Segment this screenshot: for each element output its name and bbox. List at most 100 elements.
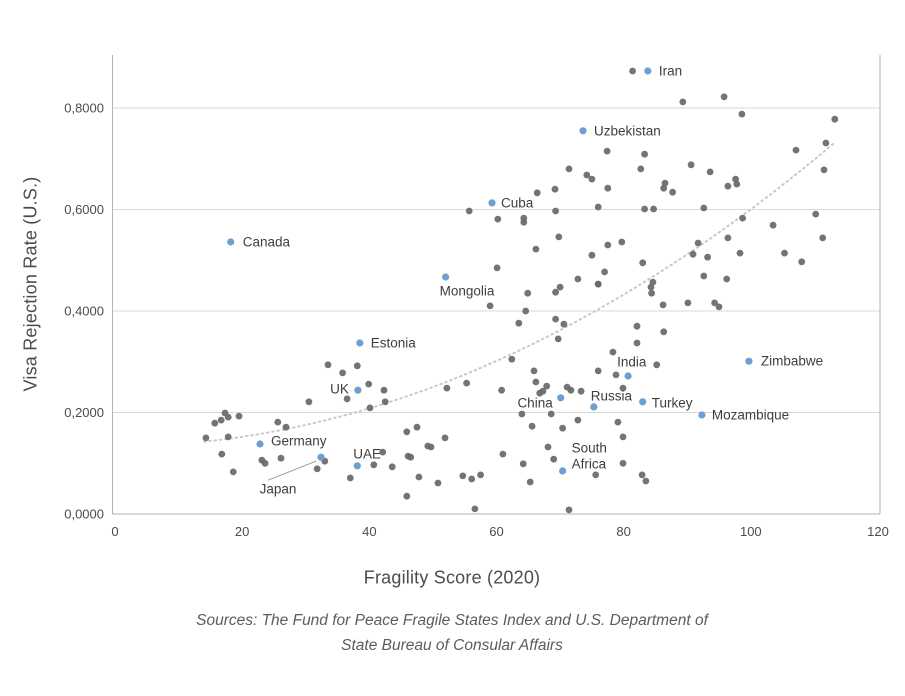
- scatter-point: [711, 299, 718, 307]
- scatter-point: [633, 339, 641, 347]
- scatter-point: [592, 471, 600, 479]
- scatter-point: [603, 147, 611, 155]
- country-label: South: [572, 440, 607, 455]
- scatter-point: [565, 506, 573, 514]
- labeled-point-canada: [227, 238, 235, 246]
- labeled-point-japan: [317, 453, 325, 461]
- scatter-point: [637, 165, 645, 173]
- scatter-point: [704, 253, 711, 261]
- scatter-point: [524, 289, 532, 297]
- scatter-point: [494, 215, 502, 223]
- scatter-point: [588, 175, 596, 183]
- country-label: Mongolia: [440, 283, 495, 298]
- scatter-point: [679, 98, 687, 106]
- scatter-point: [812, 210, 820, 218]
- country-label: Estonia: [371, 335, 417, 350]
- scatter-point: [379, 448, 387, 456]
- scatter-point: [822, 139, 830, 147]
- scatter-point: [594, 280, 602, 288]
- scatter-point: [443, 384, 451, 392]
- scatter-point: [642, 477, 650, 485]
- scatter-point: [346, 474, 354, 482]
- scatter-point: [218, 450, 226, 458]
- scatter-point: [661, 179, 669, 187]
- country-label: Iran: [659, 63, 682, 78]
- country-label: UAE: [353, 446, 381, 461]
- scatter-point: [365, 380, 373, 388]
- scatter-point: [550, 455, 558, 463]
- scatter-point: [555, 233, 563, 241]
- scatter-point: [700, 272, 708, 280]
- country-label: Turkey: [652, 395, 693, 410]
- scatter-point: [588, 251, 596, 259]
- scatter-point: [565, 165, 573, 173]
- scatter-point: [618, 238, 626, 246]
- country-label: Canada: [243, 234, 291, 249]
- scatter-point: [614, 418, 622, 426]
- scatter-point: [604, 241, 612, 249]
- labeled-point-uzbekistan: [579, 127, 587, 135]
- scatter-point: [459, 472, 467, 480]
- scatter-point: [380, 386, 388, 394]
- scatter-point: [689, 250, 697, 258]
- scatter-point: [536, 389, 544, 397]
- scatter-point: [792, 146, 800, 154]
- scatter-point: [659, 301, 667, 309]
- scatter-point: [552, 315, 559, 323]
- country-label: Russia: [591, 388, 633, 403]
- scatter-point: [324, 361, 332, 369]
- scatter-point: [647, 283, 655, 291]
- scatter-point: [388, 463, 396, 471]
- scatter-point: [353, 362, 361, 370]
- country-label: Africa: [572, 456, 607, 471]
- scatter-point: [528, 422, 536, 430]
- scatter-point: [217, 416, 225, 424]
- scatter-point: [687, 161, 695, 169]
- scatter-point: [366, 404, 374, 412]
- scatter-point: [441, 434, 449, 442]
- scatter-point: [700, 204, 708, 212]
- scatter-point: [552, 288, 559, 296]
- scatter-point: [684, 299, 692, 307]
- scatter-point: [499, 450, 507, 458]
- scatter-point: [415, 473, 423, 481]
- scatter-point: [515, 319, 523, 327]
- scatter-point: [202, 434, 210, 442]
- labeled-point-russia: [590, 403, 598, 411]
- scatter-point: [660, 328, 668, 336]
- scatter-point: [583, 171, 591, 179]
- scatter-point: [724, 234, 732, 242]
- scatter-point: [650, 205, 657, 213]
- scatter-point: [669, 188, 676, 196]
- labeled-point-mozambique: [698, 411, 706, 419]
- trend-line: [203, 142, 835, 443]
- scatter-point: [641, 150, 648, 158]
- scatter-point: [530, 367, 538, 375]
- scatter-point: [720, 93, 728, 101]
- scatter-point: [554, 335, 562, 343]
- x-tick-label: 80: [616, 524, 630, 539]
- labeled-point-estonia: [356, 339, 364, 347]
- scatter-point: [706, 168, 714, 176]
- scatter-point: [648, 289, 655, 297]
- scatter-point: [619, 459, 627, 467]
- scatter-point: [229, 468, 237, 476]
- scatter-point: [434, 479, 442, 487]
- scatter-point: [493, 264, 501, 272]
- scatter-point: [574, 275, 582, 283]
- scatter-point: [370, 461, 378, 469]
- scatter-point: [274, 418, 282, 426]
- scatter-point: [261, 459, 269, 467]
- scatter-point: [381, 398, 389, 406]
- country-label: China: [517, 395, 553, 410]
- x-axis-title: Fragility Score (2020): [363, 567, 541, 588]
- y-tick-label: 0,0000: [64, 507, 104, 522]
- scatter-point: [619, 433, 627, 441]
- scatter-point: [551, 185, 559, 193]
- scatter-point: [594, 367, 602, 375]
- scatter-point: [577, 387, 585, 395]
- scatter-point: [343, 395, 351, 403]
- scatter-point: [532, 245, 540, 253]
- scatter-point: [715, 303, 723, 311]
